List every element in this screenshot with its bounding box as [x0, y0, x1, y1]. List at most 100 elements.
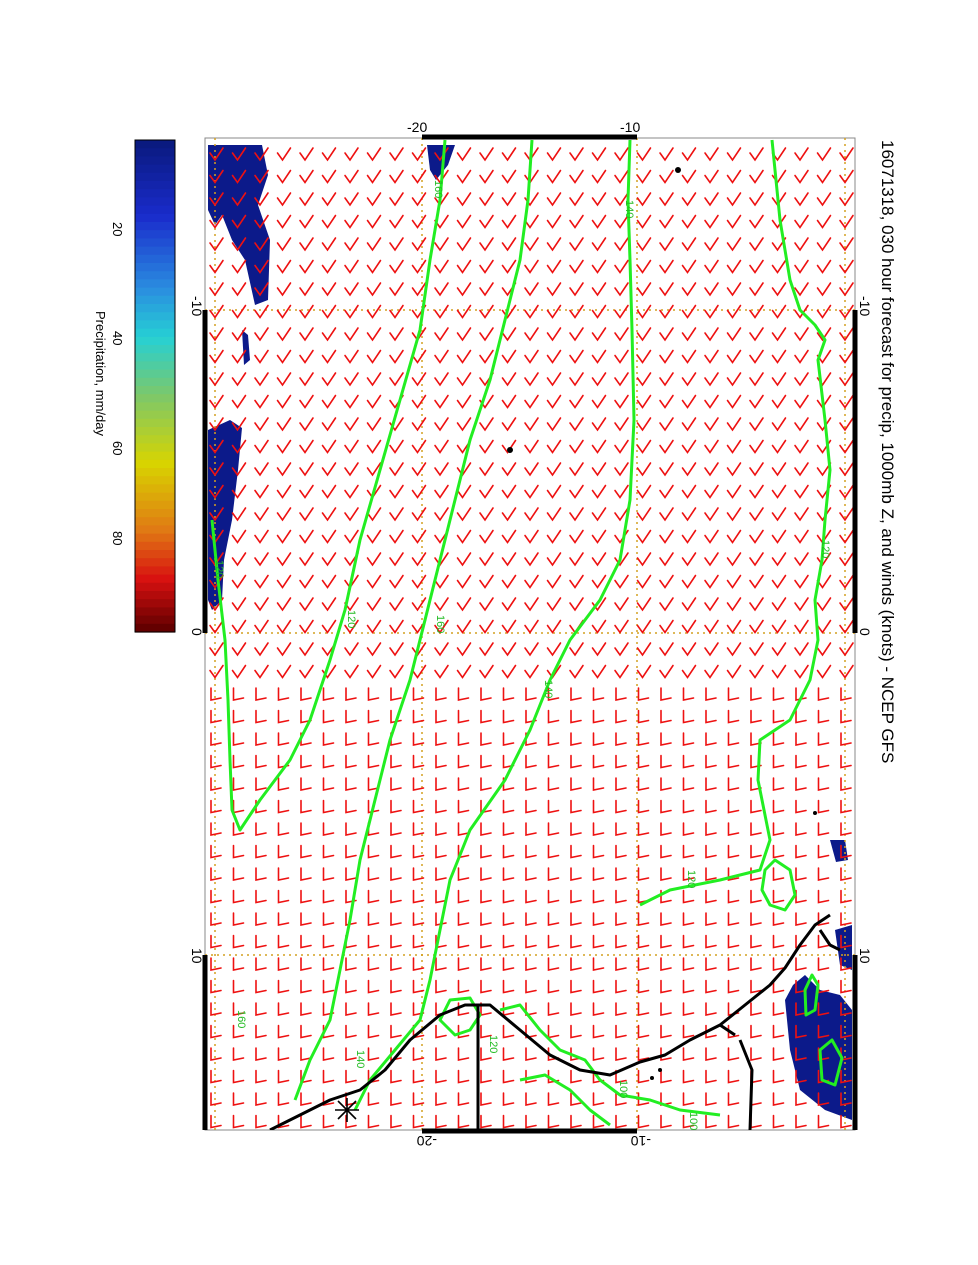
- wind-barb: [726, 462, 742, 477]
- wind-barb: [682, 1092, 695, 1106]
- wind-barb: [659, 664, 674, 679]
- wind-barb: [749, 417, 764, 432]
- wind-barb: [794, 237, 809, 252]
- wind-barb: [390, 1092, 402, 1106]
- wind-barb: [524, 349, 539, 364]
- wind-barb: [299, 282, 314, 297]
- wind-barb: [614, 574, 629, 589]
- wind-barb: [502, 867, 515, 881]
- wind-barb: [299, 574, 314, 589]
- wind-barb: [771, 282, 787, 297]
- wind-barb: [434, 642, 449, 657]
- colorbar-band: [135, 427, 175, 436]
- wind-barb: [794, 597, 809, 612]
- wind-barb: [614, 664, 629, 679]
- colorbar-band: [135, 574, 175, 584]
- wind-barb: [366, 619, 382, 634]
- wind-barb: [255, 777, 267, 791]
- wind-barb: [480, 844, 492, 859]
- wind-barb: [434, 507, 449, 522]
- wind-barb: [480, 1024, 492, 1039]
- wind-barb: [547, 709, 560, 724]
- wind-barb: [255, 1069, 267, 1084]
- lat-label-top-minus10: -10: [620, 119, 640, 135]
- wind-barb: [637, 732, 650, 746]
- wind-barb: [726, 192, 742, 207]
- wind-barb: [366, 237, 382, 252]
- wind-barb: [231, 439, 247, 454]
- wind-barb: [501, 147, 517, 162]
- wind-barb: [817, 777, 830, 791]
- wind-barb: [771, 507, 787, 522]
- wind-barb: [750, 822, 762, 836]
- lat-label-top-minus20: -20: [407, 119, 427, 135]
- coastline: [269, 913, 841, 1130]
- wind-barb: [367, 1024, 380, 1039]
- wind-barb: [569, 259, 584, 274]
- wind-barb: [726, 214, 742, 229]
- wind-barb: [434, 394, 449, 409]
- wind-barb: [727, 889, 740, 904]
- wind-barb: [344, 394, 359, 409]
- wind-barb: [749, 282, 764, 297]
- wind-barb: [569, 507, 584, 522]
- wind-barb: [795, 709, 807, 724]
- wind-barb: [389, 214, 404, 229]
- wind-barb: [704, 304, 719, 319]
- wind-barb: [457, 732, 470, 746]
- wind-barb: [456, 529, 472, 544]
- wind-barb: [705, 732, 717, 746]
- wind-barb: [615, 979, 627, 994]
- wind-barb: [501, 372, 517, 387]
- wind-barb: [434, 597, 449, 612]
- wind-barb: [321, 147, 337, 162]
- wind-barb: [615, 777, 627, 791]
- wind-barb: [839, 417, 854, 432]
- wind-barb: [390, 777, 402, 791]
- wind-barb: [525, 934, 537, 949]
- wind-barb: [300, 934, 312, 949]
- wind-barb: [501, 237, 517, 252]
- wind-barb: [659, 192, 674, 207]
- colorbar-band: [135, 246, 175, 256]
- wind-barb: [660, 1024, 672, 1039]
- wind-barb: [615, 1024, 627, 1039]
- wind-barb: [456, 642, 472, 657]
- wind-barb: [681, 192, 697, 207]
- wind-barb: [524, 597, 539, 612]
- wind-barb: [434, 237, 449, 252]
- wind-barb: [300, 709, 312, 724]
- wind-barb: [637, 1047, 650, 1061]
- wind-barb: [390, 1069, 402, 1084]
- wind-barb: [345, 1069, 357, 1084]
- wind-barb: [750, 979, 762, 994]
- wind-barb: [390, 687, 402, 701]
- wind-barb: [636, 552, 652, 567]
- wind-barb: [344, 664, 359, 679]
- wind-barb: [749, 304, 764, 319]
- wind-barb: [659, 282, 674, 297]
- wind-barb: [480, 867, 492, 881]
- wind-barb: [637, 867, 650, 881]
- colorbar-band: [135, 353, 175, 362]
- colorbar-band: [135, 320, 175, 330]
- wind-barb: [345, 822, 357, 836]
- wind-barb: [210, 799, 222, 814]
- wind-barb: [501, 394, 517, 409]
- wind-barb: [231, 417, 247, 432]
- wind-barb: [772, 1114, 785, 1129]
- wind-barb: [321, 327, 337, 342]
- wind-barb: [570, 844, 582, 859]
- wind-barb: [435, 867, 447, 881]
- wind-barb: [705, 1114, 717, 1129]
- wind-barb: [209, 664, 224, 679]
- precipitation-colorbar: 20 40 60 80 Precipitation, mm/day: [93, 139, 176, 633]
- wind-barb: [794, 484, 809, 499]
- colorbar-bands: [135, 140, 175, 633]
- wind-barb: [524, 214, 539, 229]
- colorbar-band: [135, 345, 175, 354]
- wind-barb: [276, 214, 292, 229]
- wind-barb: [232, 844, 245, 859]
- wind-barb: [276, 327, 292, 342]
- wind-barb: [592, 799, 605, 814]
